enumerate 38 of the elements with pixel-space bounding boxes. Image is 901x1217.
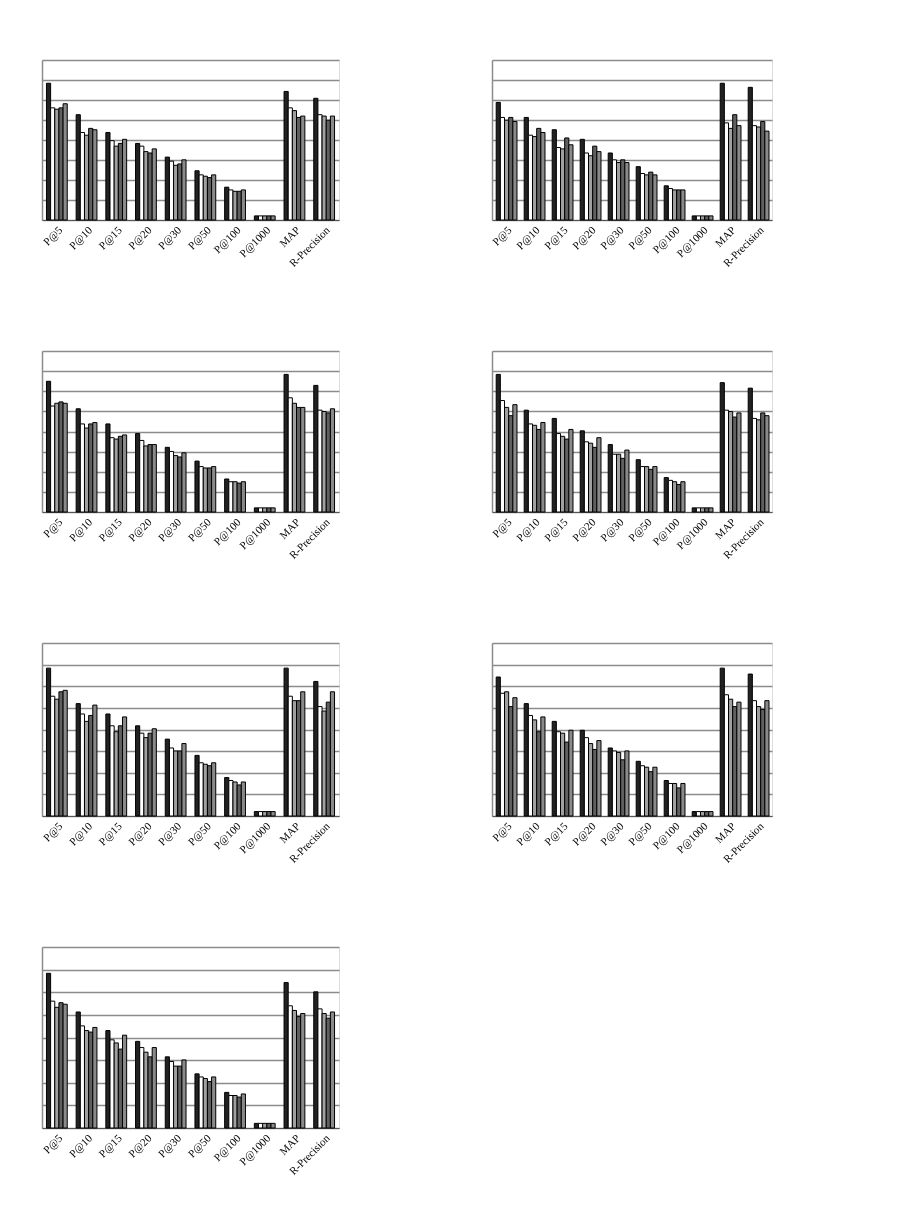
bar <box>700 507 706 513</box>
bar <box>695 507 702 513</box>
bar <box>236 482 242 513</box>
bar <box>253 507 260 513</box>
bar <box>321 115 327 221</box>
bar <box>262 215 268 221</box>
bar <box>270 507 276 513</box>
bar <box>198 174 204 221</box>
bar <box>253 215 260 221</box>
bar <box>691 507 697 513</box>
bar <box>236 784 242 817</box>
bar <box>262 507 268 513</box>
bar <box>198 1076 204 1129</box>
bar <box>321 411 327 513</box>
bar <box>283 667 289 817</box>
bar <box>258 507 264 513</box>
bar <box>147 444 153 513</box>
bar <box>283 90 289 221</box>
bar <box>704 215 710 221</box>
bar <box>266 507 272 513</box>
bar <box>283 982 289 1129</box>
bar <box>708 811 714 817</box>
bar <box>704 507 710 513</box>
bar <box>147 732 153 817</box>
bar <box>708 215 714 221</box>
bar <box>236 190 242 221</box>
bar <box>691 215 697 221</box>
bar <box>236 1096 242 1129</box>
bar <box>695 215 702 221</box>
bar <box>270 1122 276 1129</box>
bar <box>283 373 289 513</box>
bar <box>266 215 272 221</box>
bar <box>270 811 276 817</box>
bar <box>708 507 714 513</box>
bar <box>700 215 706 221</box>
bar <box>270 215 276 221</box>
bar <box>258 215 264 221</box>
bar <box>147 152 153 221</box>
